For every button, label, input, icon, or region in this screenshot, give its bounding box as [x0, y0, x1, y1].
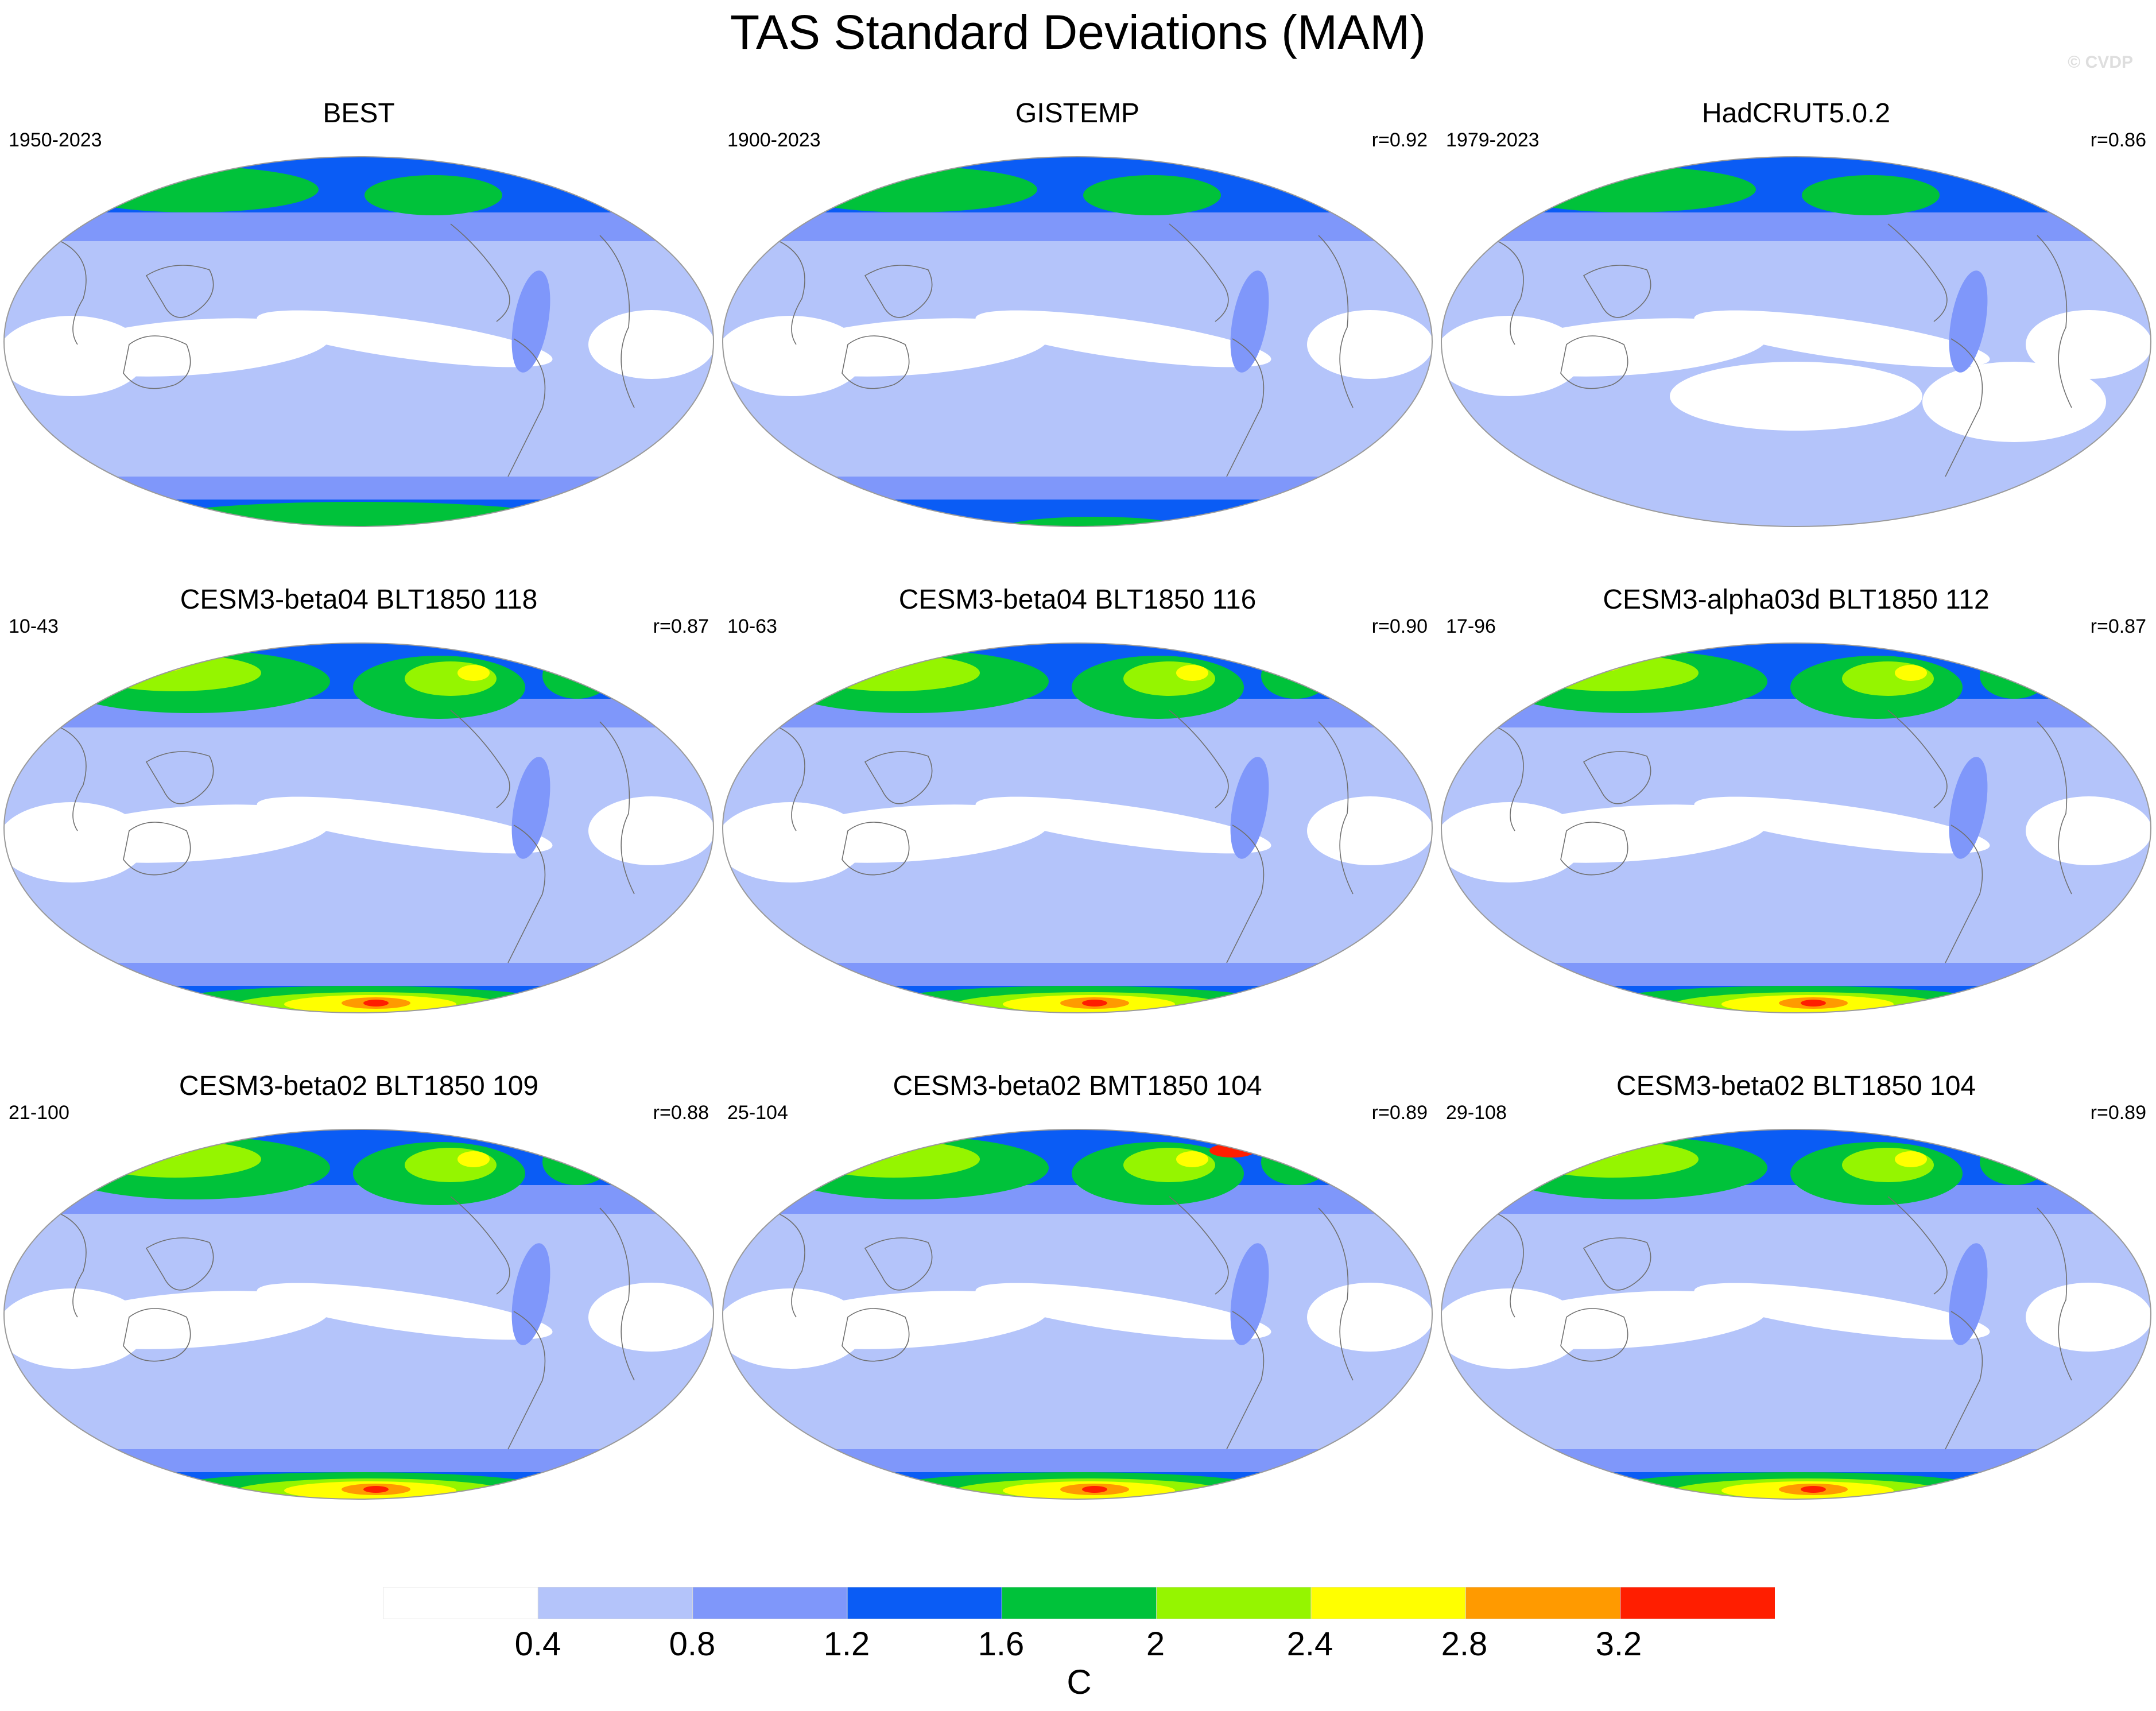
panel-correlation: r=0.86	[2090, 129, 2146, 151]
panel-years: 25-104	[727, 1102, 788, 1124]
colorbar-box	[1465, 1587, 1621, 1619]
panel-correlation: r=0.87	[2090, 616, 2146, 637]
map-panel: BEST 1950-2023	[3, 98, 715, 540]
colorbar-box	[1156, 1587, 1312, 1619]
colorbar-box	[1310, 1587, 1467, 1619]
world-map	[1441, 1129, 2151, 1500]
panel-years: 1900-2023	[727, 129, 821, 151]
panel-title: BEST	[323, 98, 395, 129]
panel-title: CESM3-alpha03d BLT1850 112	[1603, 584, 1990, 615]
panel-years: 29-108	[1446, 1102, 1507, 1124]
panel-title: GISTEMP	[1015, 98, 1140, 129]
map-panel: CESM3-alpha03d BLT1850 112 17-96 r=0.87	[1440, 584, 2152, 1026]
panel-correlation: r=0.88	[653, 1102, 709, 1124]
world-map	[722, 642, 1433, 1013]
world-map	[3, 156, 714, 527]
map-panel: CESM3-beta04 BLT1850 116 10-63 r=0.90	[722, 584, 1433, 1026]
panel-correlation: r=0.89	[2090, 1102, 2146, 1124]
panel-years: 1979-2023	[1446, 129, 1540, 151]
panel-title: CESM3-beta02 BLT1850 109	[179, 1071, 539, 1101]
colorbar-box	[537, 1587, 693, 1619]
colorbar-box	[847, 1587, 1003, 1619]
world-map	[1441, 642, 2151, 1013]
panel-years: 17-96	[1446, 616, 1496, 637]
map-panel: HadCRUT5.0.2 1979-2023 r=0.86	[1440, 98, 2152, 540]
panel-correlation: r=0.89	[1371, 1102, 1428, 1124]
world-map	[722, 1129, 1433, 1500]
map-panel: CESM3-beta04 BLT1850 118 10-43 r=0.87	[3, 584, 715, 1026]
colorbar-box	[692, 1587, 848, 1619]
panel-title: CESM3-beta02 BMT1850 104	[893, 1071, 1262, 1101]
panel-title: CESM3-beta04 BLT1850 118	[180, 584, 538, 615]
figure-title: TAS Standard Deviations (MAM)	[730, 5, 1426, 59]
colorbar-tick-label: 2.4	[1286, 1625, 1333, 1663]
map-panel: CESM3-beta02 BLT1850 109 21-100 r=0.88	[3, 1070, 715, 1512]
panel-title: HadCRUT5.0.2	[1701, 98, 1891, 129]
colorbar-tick-label: 1.2	[823, 1625, 870, 1663]
panel-years: 10-43	[9, 616, 59, 637]
map-panel: CESM3-beta02 BLT1850 104 29-108 r=0.89	[1440, 1070, 2152, 1512]
colorbar	[383, 1587, 1775, 1619]
panel-correlation: r=0.87	[653, 616, 709, 637]
world-map	[3, 1129, 714, 1500]
colorbar-tick-label: 0.8	[669, 1625, 716, 1663]
panel-title: CESM3-beta04 BLT1850 116	[898, 584, 1257, 615]
colorbar-box	[1001, 1587, 1157, 1619]
colorbar-tick-label: 2.8	[1441, 1625, 1488, 1663]
map-panel: GISTEMP 1900-2023 r=0.92	[722, 98, 1433, 540]
colorbar-box	[383, 1587, 539, 1619]
copyright-watermark: © CVDP	[2068, 53, 2133, 72]
world-map	[1441, 156, 2151, 527]
panel-correlation: r=0.92	[1371, 129, 1428, 151]
colorbar-box	[1620, 1587, 1775, 1619]
panel-years: 21-100	[9, 1102, 69, 1124]
panel-title: CESM3-beta02 BLT1850 104	[1616, 1071, 1976, 1101]
world-map	[722, 156, 1433, 527]
world-map	[3, 642, 714, 1013]
panel-correlation: r=0.90	[1371, 616, 1428, 637]
colorbar-tick-label: 1.6	[978, 1625, 1025, 1663]
colorbar-units: C	[1067, 1663, 1092, 1701]
panel-years: 1950-2023	[9, 129, 102, 151]
map-panel: CESM3-beta02 BMT1850 104 25-104 r=0.89	[722, 1070, 1433, 1512]
colorbar-tick-label: 3.2	[1595, 1625, 1642, 1663]
colorbar-tick-label: 0.4	[514, 1625, 561, 1663]
panel-years: 10-63	[727, 616, 777, 637]
colorbar-tick-label: 2	[1146, 1625, 1165, 1663]
